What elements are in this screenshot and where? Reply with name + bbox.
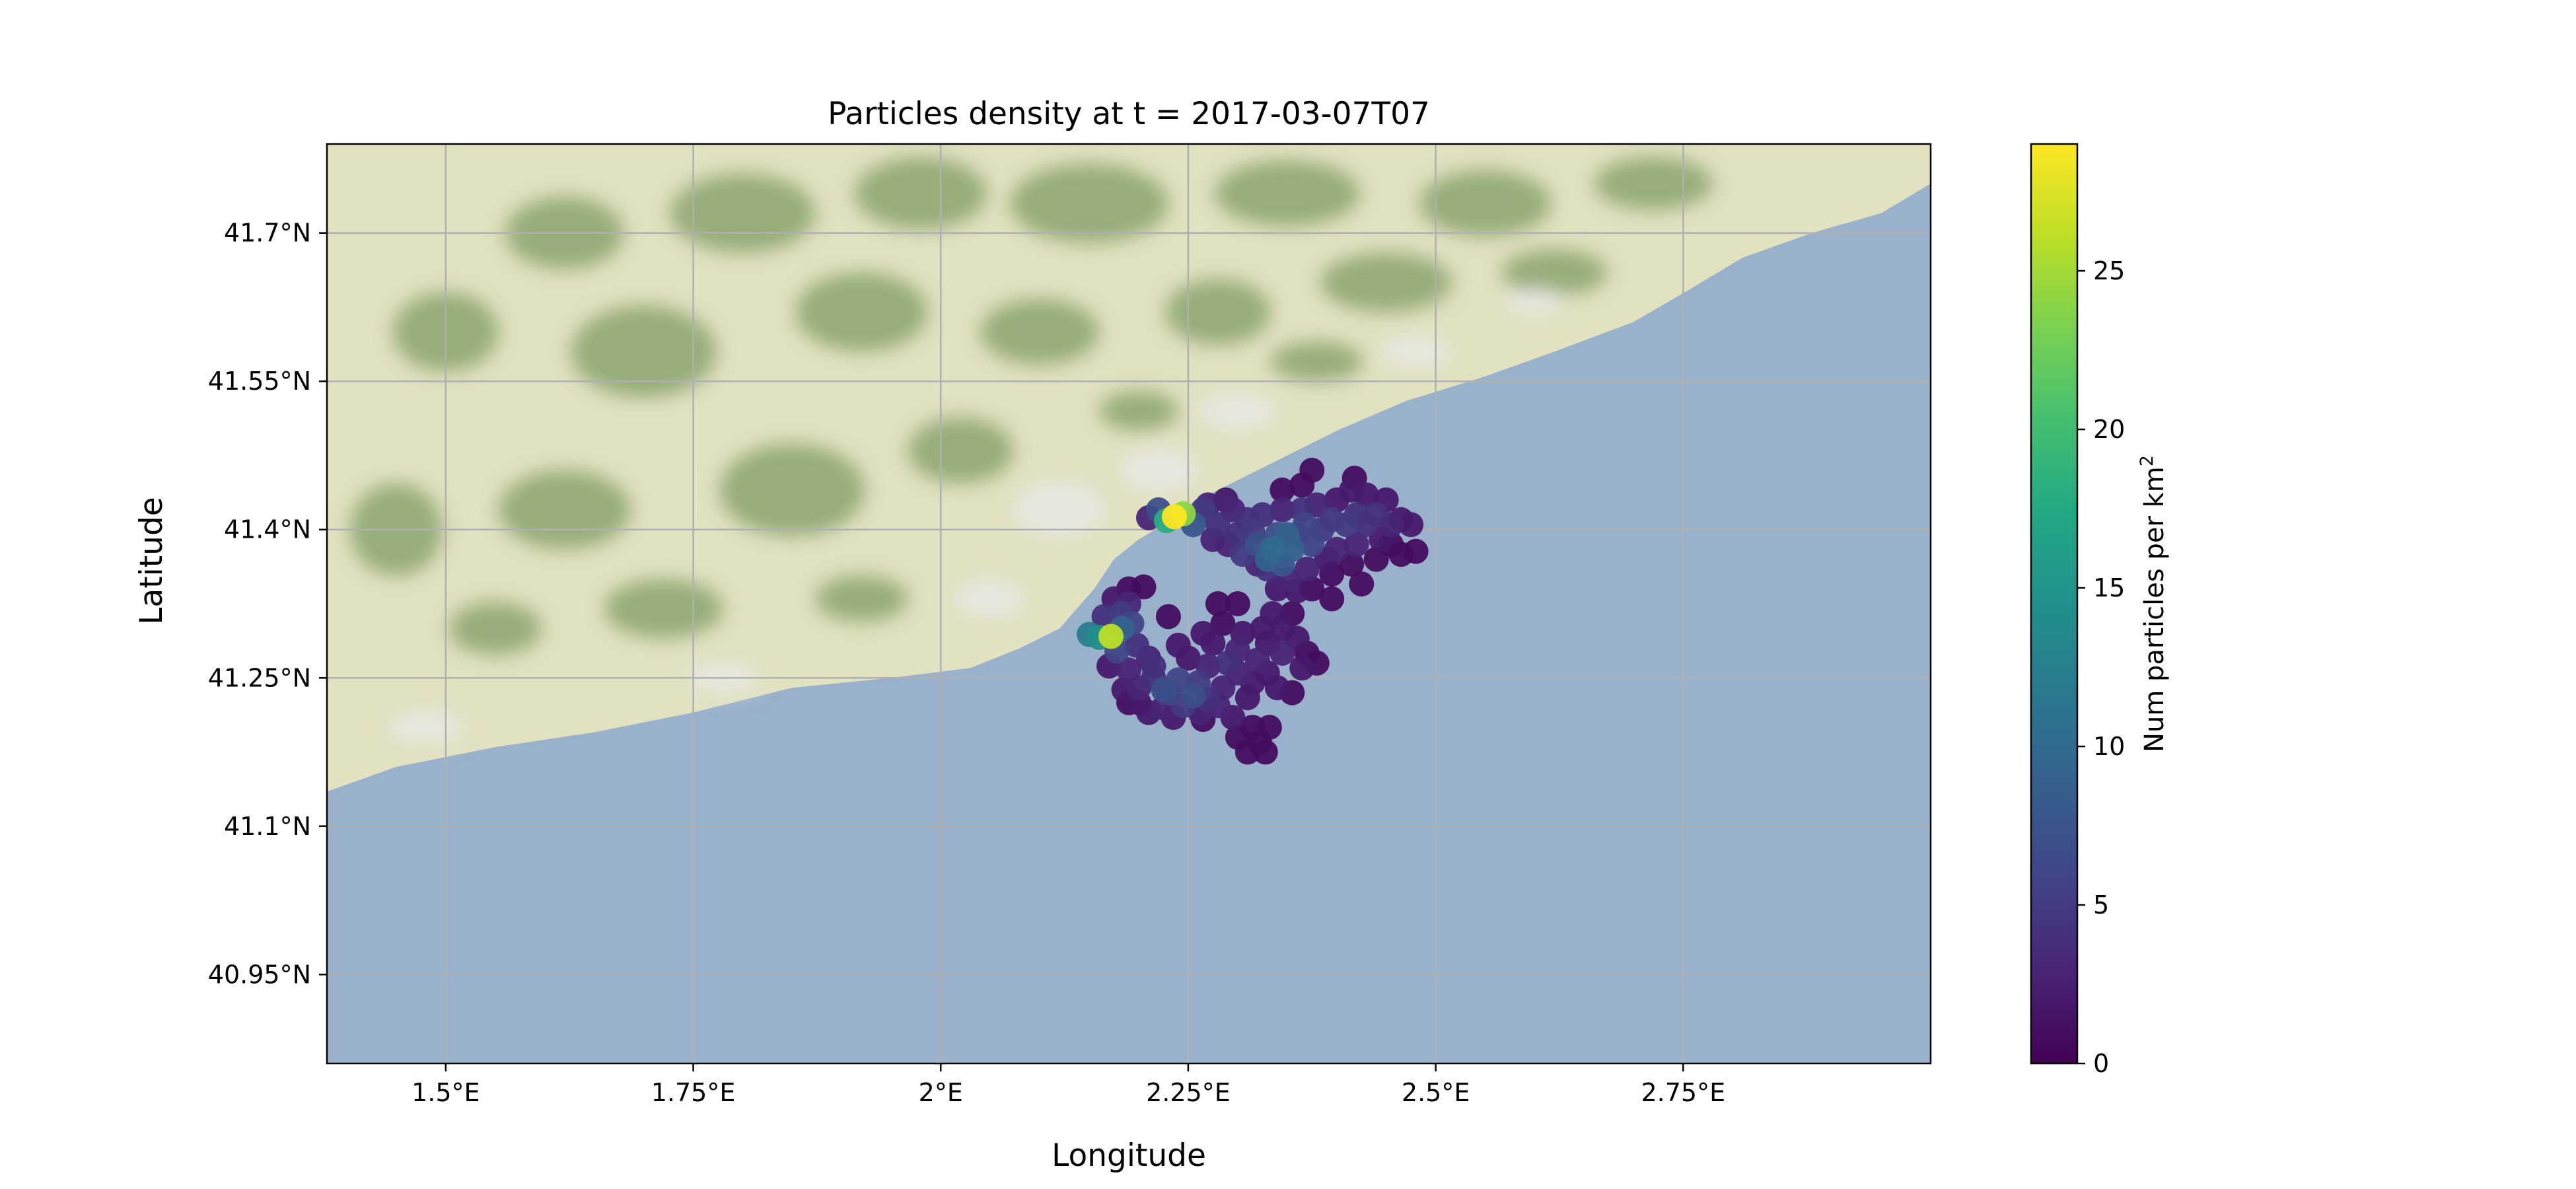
particle-point	[1270, 497, 1295, 522]
particle-point	[1205, 591, 1231, 616]
colorbar-tick-label: 20	[2093, 415, 2125, 444]
forest-patch	[448, 602, 542, 655]
colorbar-tick-label: 25	[2093, 256, 2125, 285]
chart-title: Particles density at t = 2017-03-07T07	[828, 96, 1430, 132]
y-axis-label: Latitude	[133, 497, 170, 624]
colorbar-ticks: 0 5 10 15 20 25	[2077, 256, 2125, 1078]
particle-point	[1190, 620, 1216, 646]
colorbar-tick-label: 5	[2093, 890, 2109, 919]
particle-point	[1252, 739, 1278, 765]
forest-patch	[1098, 391, 1178, 431]
particle-point	[1319, 586, 1345, 612]
particle-point	[1349, 571, 1375, 597]
particle-point	[1244, 647, 1270, 673]
colorbar-label-text: Num particles per km	[2139, 466, 2170, 752]
particle-point	[1234, 739, 1260, 765]
particle-point	[1180, 683, 1206, 709]
forest-patch	[670, 173, 816, 253]
particle-point	[1363, 502, 1389, 528]
terrain-shading	[349, 157, 1713, 744]
particle-point	[1098, 624, 1124, 649]
particle-point	[1234, 685, 1260, 711]
forest-patch	[795, 272, 928, 352]
urban-patch	[1013, 480, 1106, 540]
particle-point	[1353, 482, 1379, 508]
urban-patch	[1118, 447, 1198, 493]
forest-patch	[1214, 160, 1360, 227]
particle-point	[1250, 616, 1275, 641]
x-tick-label: 2.5°E	[1402, 1078, 1470, 1107]
particle-point	[1343, 532, 1369, 558]
x-axis: 1.5°E 1.75°E 2°E 2.25°E 2.5°E 2.75°E	[411, 1063, 1725, 1107]
forest-patch	[1501, 249, 1608, 296]
particle-point	[1324, 536, 1349, 562]
particle-point	[1403, 538, 1429, 564]
colorbar-tick-label: 0	[2093, 1049, 2109, 1078]
y-tick-label: 41.25°N	[208, 663, 311, 692]
colorbar-label-superscript: 2	[2137, 455, 2157, 466]
colorbar: 0 5 10 15 20 25 Num particles per km2	[2030, 143, 2170, 1078]
urban-patch	[954, 579, 1027, 619]
forest-patch	[855, 157, 987, 230]
urban-patch	[1198, 391, 1277, 431]
y-tick-label: 41.4°N	[224, 515, 311, 544]
urban-patch	[1379, 335, 1452, 369]
particle-point	[1270, 477, 1295, 503]
urban-patch	[386, 711, 466, 744]
particle-point	[1151, 677, 1176, 703]
particle-point	[1334, 512, 1359, 538]
y-axis: 40.95°N 41.1°N 41.25°N 41.4°N 41.55°N 41.7°N	[208, 219, 327, 989]
particle-point	[1124, 632, 1149, 658]
forest-patch	[498, 470, 631, 550]
y-tick-label: 41.1°N	[224, 812, 311, 841]
forest-patch	[1164, 279, 1271, 345]
y-tick-label: 40.95°N	[208, 960, 311, 989]
particle-point	[1165, 632, 1191, 658]
particle-point	[1260, 536, 1285, 562]
forest-patch	[1419, 170, 1552, 236]
particle-point	[1289, 655, 1315, 681]
x-tick-label: 2°E	[919, 1078, 963, 1107]
colorbar-tick-label: 10	[2093, 732, 2125, 761]
particle-point	[1398, 512, 1424, 538]
x-tick-label: 1.75°E	[651, 1078, 736, 1107]
forest-patch	[719, 443, 865, 536]
x-tick-label: 2.25°E	[1146, 1078, 1231, 1107]
particle-point	[1270, 640, 1295, 666]
x-tick-label: 2.75°E	[1641, 1078, 1725, 1107]
urban-patch	[1505, 289, 1565, 316]
particle-point	[1294, 556, 1320, 582]
colorbar-gradient	[2030, 143, 2079, 1065]
forest-patch	[980, 299, 1100, 365]
x-axis-label: Longitude	[1052, 1137, 1206, 1174]
particle-point	[1289, 472, 1315, 498]
grid-lines	[327, 144, 1931, 1063]
particle-point	[1264, 675, 1290, 701]
colorbar-label: Num particles per km2	[2137, 455, 2170, 752]
particle-point	[1215, 650, 1240, 676]
forest-patch	[1010, 163, 1169, 243]
forest-patch	[1594, 157, 1713, 210]
y-tick-label: 41.7°N	[224, 219, 311, 248]
particle-points	[1077, 457, 1429, 765]
x-tick-label: 1.5°E	[411, 1078, 480, 1107]
particle-point	[1256, 715, 1282, 740]
y-tick-label: 41.55°N	[208, 367, 311, 396]
particle-point	[1210, 610, 1236, 636]
forest-patch	[1320, 252, 1452, 312]
map-area	[327, 144, 1931, 1063]
particle-point	[1299, 532, 1325, 558]
forest-patch	[604, 579, 723, 639]
particle-point	[1155, 604, 1181, 630]
plot-frame	[326, 143, 1932, 1065]
particle-point	[1161, 504, 1187, 530]
colorbar-tick-label: 15	[2093, 573, 2125, 602]
forest-patch	[571, 305, 717, 398]
forest-patch	[908, 417, 1014, 484]
forest-patch	[815, 575, 908, 622]
particle-point	[1225, 591, 1250, 616]
forest-patch	[1270, 342, 1363, 382]
particle-point	[1141, 653, 1166, 679]
